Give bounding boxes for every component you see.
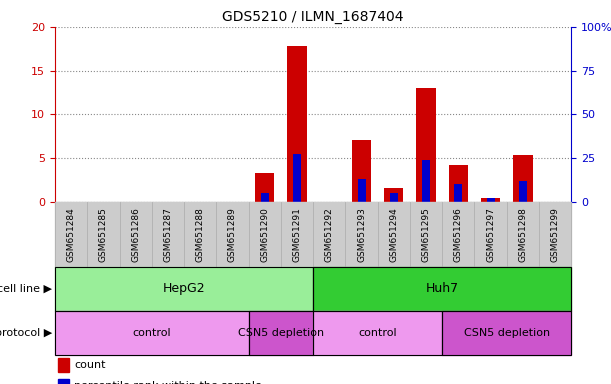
Text: GSM651292: GSM651292 <box>325 207 334 262</box>
Text: percentile rank within the sample: percentile rank within the sample <box>74 381 262 384</box>
Text: control: control <box>359 328 397 338</box>
Text: GSM651284: GSM651284 <box>67 207 76 262</box>
Bar <box>287 46 307 202</box>
Bar <box>293 154 301 202</box>
Text: GSM651288: GSM651288 <box>196 207 205 262</box>
Text: GSM651289: GSM651289 <box>228 207 237 262</box>
Bar <box>455 184 463 202</box>
Bar <box>513 155 533 202</box>
Bar <box>352 141 371 202</box>
Text: HepG2: HepG2 <box>163 283 205 295</box>
Text: GDS5210 / ILMN_1687404: GDS5210 / ILMN_1687404 <box>222 10 404 23</box>
Bar <box>390 193 398 202</box>
Text: count: count <box>74 360 106 370</box>
Text: cell line ▶: cell line ▶ <box>0 284 52 294</box>
Bar <box>357 179 365 202</box>
Text: GSM651286: GSM651286 <box>131 207 140 262</box>
Bar <box>261 193 269 202</box>
Text: GSM651296: GSM651296 <box>454 207 463 262</box>
Text: GSM651285: GSM651285 <box>99 207 108 262</box>
Text: GSM651291: GSM651291 <box>293 207 301 262</box>
Bar <box>448 165 468 202</box>
Text: CSN5 depletion: CSN5 depletion <box>238 328 324 338</box>
Bar <box>417 88 436 202</box>
Bar <box>384 189 403 202</box>
Bar <box>422 160 430 202</box>
Text: GSM651299: GSM651299 <box>551 207 560 262</box>
Bar <box>486 198 495 202</box>
Bar <box>519 180 527 202</box>
Text: GSM651298: GSM651298 <box>518 207 527 262</box>
Text: GSM651294: GSM651294 <box>389 207 398 262</box>
Text: CSN5 depletion: CSN5 depletion <box>464 328 550 338</box>
Text: control: control <box>133 328 171 338</box>
Text: GSM651297: GSM651297 <box>486 207 495 262</box>
Text: GSM651293: GSM651293 <box>357 207 366 262</box>
Text: Huh7: Huh7 <box>426 283 459 295</box>
Text: GSM651290: GSM651290 <box>260 207 269 262</box>
Text: GSM651287: GSM651287 <box>163 207 172 262</box>
Text: GSM651295: GSM651295 <box>422 207 431 262</box>
Text: protocol ▶: protocol ▶ <box>0 328 52 338</box>
Bar <box>255 173 274 202</box>
Bar <box>481 198 500 202</box>
